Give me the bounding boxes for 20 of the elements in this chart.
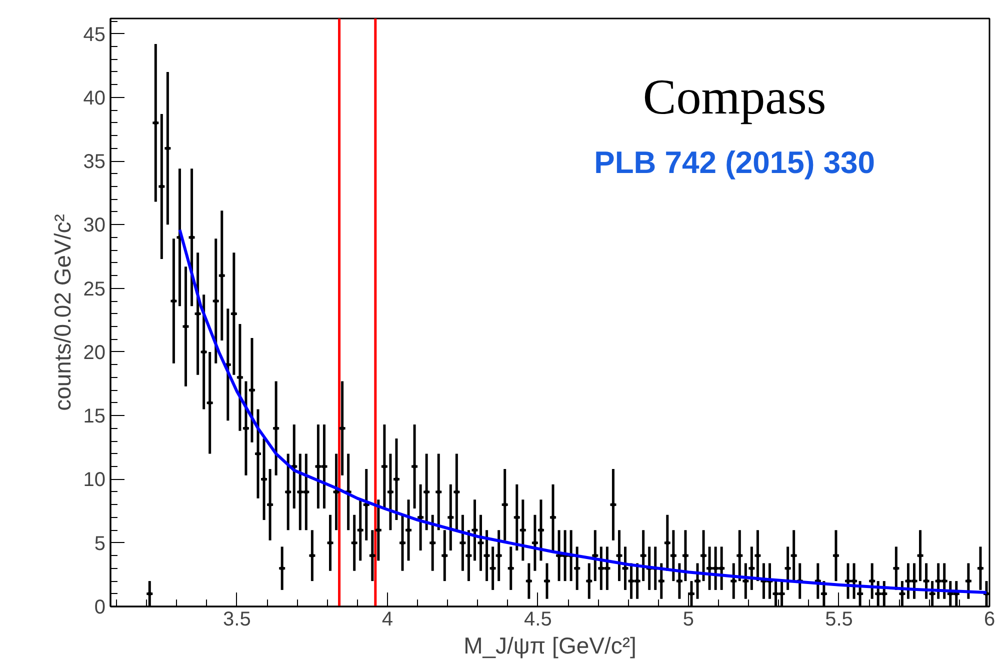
- x-tick-label: 5: [682, 608, 694, 630]
- x-tick-label: 6: [984, 608, 995, 630]
- y-tick-label: 10: [83, 469, 106, 492]
- x-tick-label: 5.5: [825, 608, 853, 630]
- y-tick-label: 20: [83, 342, 106, 364]
- annotation: PLB 742 (2015) 330: [594, 145, 876, 180]
- y-axis-title: counts/0.02 GeV/c²: [49, 214, 76, 411]
- x-tick-label: 4: [382, 608, 394, 630]
- x-tick-label: 4.5: [524, 608, 552, 630]
- y-tick-label: 35: [83, 151, 106, 174]
- annotation: Compass: [642, 68, 826, 125]
- y-tick-label: 30: [83, 214, 106, 237]
- y-tick-label: 25: [83, 278, 106, 300]
- y-tick-label: 5: [94, 532, 106, 555]
- x-tick-label: 3.5: [223, 608, 251, 630]
- x-axis-title: M_J/ψπ [GeV/c²]: [464, 632, 636, 658]
- y-tick-label: 15: [83, 406, 106, 428]
- y-tick-label: 0: [94, 596, 106, 618]
- y-tick-label: 40: [83, 87, 106, 110]
- y-tick-label: 45: [83, 24, 106, 46]
